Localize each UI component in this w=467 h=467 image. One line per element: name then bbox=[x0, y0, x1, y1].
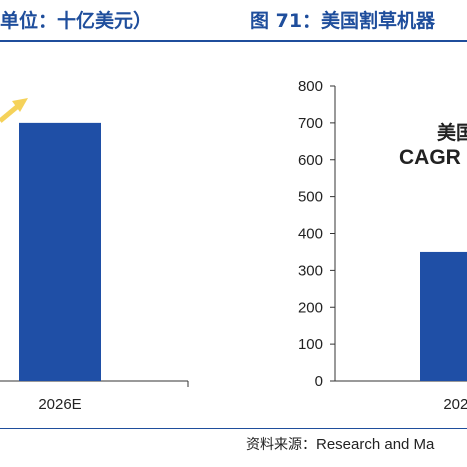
right-bar-2026 bbox=[420, 251, 467, 381]
top-divider bbox=[0, 40, 467, 42]
right-y-tick-label-300: 300 bbox=[298, 262, 323, 279]
growth-arrow-head bbox=[12, 98, 28, 112]
right-x-tick-label: 2026 bbox=[443, 396, 467, 413]
left-chart: 2026E bbox=[0, 98, 189, 413]
source-text: Research and Ma bbox=[316, 436, 435, 453]
right-y-tick-label-400: 400 bbox=[298, 226, 323, 243]
right-y-tick-label-600: 600 bbox=[298, 152, 323, 169]
right-annotation-line2: CAGR bbox=[399, 146, 461, 169]
growth-arrow-icon bbox=[0, 98, 28, 123]
right-y-tick-label-500: 500 bbox=[298, 189, 323, 206]
right-y-tick-label-0: 0 bbox=[315, 373, 323, 390]
bottom-divider bbox=[0, 428, 467, 429]
left-chart-title: 单位：十亿美元） bbox=[0, 10, 153, 32]
source-note: 资料来源：Research and Ma bbox=[246, 434, 467, 454]
right-chart-title: 图 71：美国割草机器 bbox=[250, 10, 436, 32]
left-x-tick-label: 2026E bbox=[38, 396, 81, 413]
right-annotation-line1: 美国 bbox=[437, 122, 467, 144]
left-bar-2026e bbox=[19, 122, 101, 381]
right-y-tick-label-100: 100 bbox=[298, 336, 323, 353]
right-chart: 0 100 200 300 400 500 600 700 800 2026 bbox=[298, 78, 467, 413]
source-prefix: 资料来源： bbox=[246, 437, 316, 453]
right-y-tick-label-800: 800 bbox=[298, 78, 323, 95]
growth-arrow-shaft bbox=[0, 104, 20, 123]
right-y-ticks: 0 100 200 300 400 500 600 700 800 bbox=[298, 78, 335, 390]
right-y-tick-label-200: 200 bbox=[298, 299, 323, 316]
right-y-tick-label-700: 700 bbox=[298, 115, 323, 132]
